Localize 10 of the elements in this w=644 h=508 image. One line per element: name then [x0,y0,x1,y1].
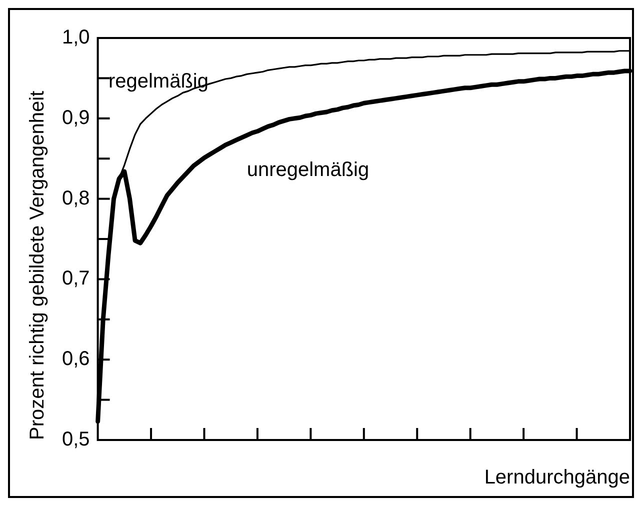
series-label: regelmäßig [108,70,208,93]
y-tick-label: 0,5 [62,428,90,451]
x-axis-title: Lerndurchgänge [484,466,630,489]
y-tick-label: 1,0 [62,26,90,49]
y-tick-label: 0,8 [62,187,90,210]
series-label: unregelmäßig [246,159,370,182]
y-tick-label: 0,6 [62,348,90,370]
y-axis-title: Prozent richtig gebildete Vergangenheit [26,90,49,440]
y-tick-label: 0,7 [62,268,90,290]
y-tick-label: 0,9 [62,106,90,129]
